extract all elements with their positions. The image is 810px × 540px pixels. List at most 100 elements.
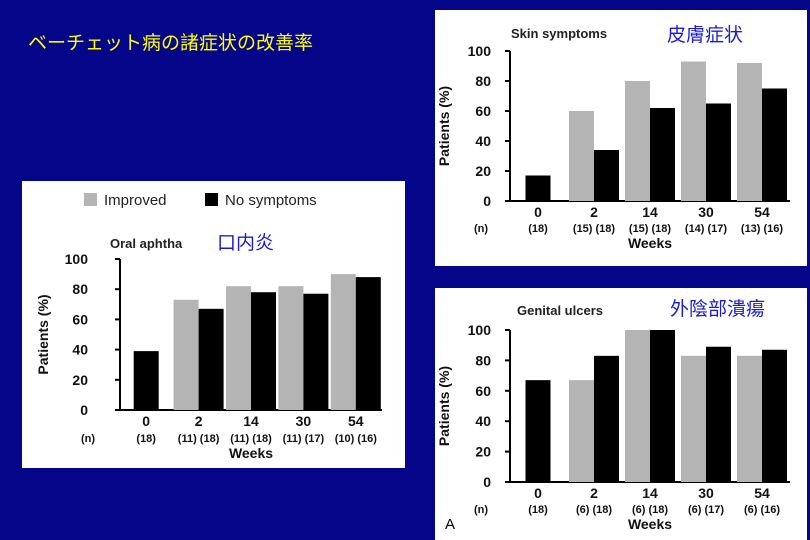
y-tick-label: 80: [475, 73, 491, 89]
bar-improved: [226, 286, 251, 410]
chart-title: Skin symptoms: [511, 26, 607, 41]
y-tick-label: 60: [475, 383, 491, 399]
x-tick-label: 0: [534, 204, 542, 220]
y-tick-label: 20: [72, 372, 88, 388]
n-label: (n): [81, 433, 95, 445]
skin-symptoms-panel: Skin symptoms 皮膚症状 0 20 40 60 80 100 Patients (%…: [435, 10, 807, 266]
n-value-label: (15) (18): [573, 223, 616, 235]
x-tick-label: 30: [698, 204, 714, 220]
bar-improved: [737, 355, 762, 482]
x-axis-label: Weeks: [628, 235, 672, 251]
bar-improved: [681, 355, 706, 482]
bar-no-symptoms: [650, 108, 675, 201]
bar-improved: [625, 330, 650, 482]
bar-no-symptoms: [525, 380, 551, 482]
bar-improved: [330, 274, 356, 410]
n-value-label: (11) (18): [230, 433, 272, 445]
n-value-label: (10) (16): [335, 433, 378, 445]
oral-aphtha-panel: Improved No symptoms Oral aphtha 口内炎 0 20 40 60…: [22, 181, 405, 468]
bar-improved: [737, 63, 762, 201]
x-tick-label: 30: [698, 485, 714, 501]
n-value-label: (6) (18): [632, 504, 668, 516]
bar-no-symptoms: [762, 88, 787, 201]
chart-title: Oral aphtha: [110, 236, 183, 251]
bar-no-symptoms: [594, 150, 619, 201]
n-value-label: (13) (16): [741, 223, 784, 235]
n-value-label: (11) (17): [283, 433, 325, 445]
bar-no-symptoms: [303, 293, 329, 410]
genital-ulcers-chart: Genital ulcers 外陰部潰瘍020406080100Patients …: [436, 298, 790, 532]
legend-swatch-improved: [84, 193, 97, 206]
y-tick-label: 60: [72, 311, 88, 327]
x-tick-label: 54: [754, 204, 770, 220]
x-axis-label: Weeks: [229, 445, 273, 461]
bar-improved: [569, 111, 594, 201]
y-axis-label: Patients (%): [35, 294, 51, 374]
y-tick-label: 40: [72, 342, 88, 358]
n-label: (n): [474, 223, 488, 235]
genital-ulcers-panel: Genital ulcers 外陰部潰瘍 0 20 40 60 80 100 Patients …: [435, 288, 807, 540]
y-tick-label: 80: [475, 352, 491, 368]
x-tick-label: 14: [243, 413, 259, 429]
n-value-label: (15) (18): [629, 223, 672, 235]
x-tick-label: 2: [590, 204, 598, 220]
y-axis-label: Patients (%): [436, 366, 452, 446]
bar-no-symptoms: [198, 308, 224, 410]
x-tick-label: 2: [590, 485, 598, 501]
y-tick-label: 80: [72, 281, 88, 297]
bar-no-symptoms: [251, 292, 276, 410]
chart-title-jp: 皮膚症状: [667, 24, 743, 46]
y-tick-label: 60: [475, 103, 491, 119]
y-tick-label: 100: [468, 322, 492, 338]
chart-title-jp: 外陰部潰瘍: [670, 298, 765, 320]
n-value-label: (11) (18): [178, 433, 220, 445]
legend-swatch-no-symptoms: [205, 193, 218, 206]
bar-no-symptoms: [525, 175, 551, 201]
bar-improved: [625, 81, 650, 201]
y-tick-label: 100: [468, 43, 492, 59]
y-tick-label: 20: [475, 163, 491, 179]
figure-label: A: [445, 516, 456, 533]
bar-no-symptoms: [594, 355, 619, 482]
bar-improved: [569, 380, 594, 482]
n-value-label: (18): [136, 433, 156, 445]
y-tick-label: 40: [475, 133, 491, 149]
x-axis-label: Weeks: [628, 516, 672, 532]
bar-improved: [173, 299, 199, 410]
n-value-label: (18): [528, 504, 548, 516]
y-tick-label: 0: [80, 402, 88, 418]
n-value-label: (6) (16): [744, 504, 780, 516]
bar-improved: [681, 61, 706, 201]
y-axis-label: Patients (%): [436, 86, 452, 166]
x-tick-label: 2: [195, 413, 203, 429]
n-value-label: (6) (17): [688, 504, 724, 516]
n-label: (n): [474, 504, 488, 516]
chart-title-jp: 口内炎: [217, 232, 274, 254]
x-tick-label: 0: [142, 413, 150, 429]
x-tick-label: 54: [754, 485, 770, 501]
bar-no-symptoms: [762, 349, 787, 482]
bar-no-symptoms: [650, 330, 675, 482]
y-tick-label: 20: [475, 444, 491, 460]
y-tick-label: 100: [65, 251, 89, 267]
x-tick-label: 30: [296, 413, 312, 429]
x-tick-label: 14: [642, 485, 658, 501]
bar-improved: [278, 286, 304, 410]
chart-title: Genital ulcers: [517, 303, 603, 318]
bar-no-symptoms: [706, 346, 731, 482]
n-value-label: (14) (17): [685, 223, 728, 235]
n-value-label: (18): [528, 223, 548, 235]
x-tick-label: 54: [348, 413, 364, 429]
bar-no-symptoms: [706, 103, 731, 201]
slide-title: ベーチェット病の諸症状の改善率: [28, 32, 314, 54]
x-tick-label: 14: [642, 204, 658, 220]
y-tick-label: 0: [483, 474, 491, 490]
x-tick-label: 0: [534, 485, 542, 501]
y-tick-label: 0: [483, 193, 491, 209]
legend-label-no-symptoms: No symptoms: [225, 192, 317, 209]
bar-no-symptoms: [133, 351, 159, 410]
y-tick-label: 40: [475, 413, 491, 429]
legend-label-improved: Improved: [104, 192, 167, 209]
